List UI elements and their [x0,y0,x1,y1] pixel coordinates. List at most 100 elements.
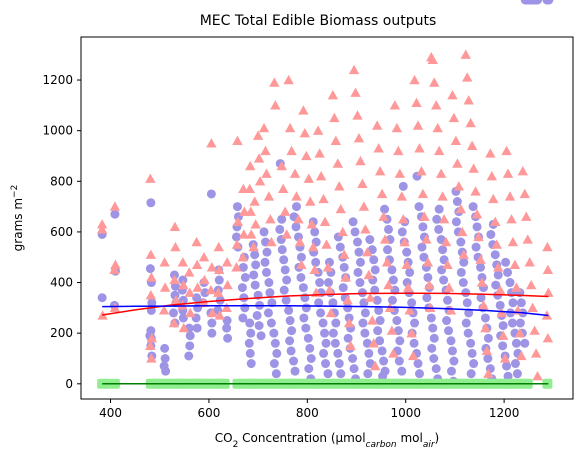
data-point [301,323,311,333]
data-point [389,100,401,110]
data-point [293,214,304,224]
data-point [410,318,420,328]
data-point [456,237,466,247]
data-point [515,318,525,328]
data-point [516,350,527,361]
data-point [510,359,520,369]
data-point [323,278,333,288]
data-point [245,318,255,328]
data-point [207,307,218,318]
data-point [291,222,301,232]
data-point [146,353,157,363]
data-point [455,203,467,214]
data-point [460,49,471,59]
data-point [280,265,290,275]
data-point [349,364,359,374]
data-point [509,259,521,269]
data-point [332,158,344,168]
data-point [498,341,508,351]
data-point [542,264,554,275]
data-point [245,160,256,171]
data-point [387,295,397,305]
data-point [271,369,281,379]
data-point [146,272,157,282]
data-point [238,313,248,323]
data-point [96,224,108,234]
data-point [427,343,437,353]
data-point [199,274,210,285]
data-point [170,295,182,305]
data-point [542,333,554,343]
data-point [232,135,243,145]
data-point [250,219,261,229]
data-point [110,209,120,219]
data-point [337,226,348,237]
data-point [191,236,202,247]
data-point [503,267,513,277]
data-point [461,318,471,328]
data-point [338,283,348,293]
data-point [258,122,270,133]
x-tick-label: 800 [296,406,319,420]
data-point [524,257,535,267]
data-point [301,150,312,161]
data-point [355,278,365,288]
data-point [481,345,493,356]
data-point [348,217,358,227]
data-point [483,353,493,363]
data-point [213,287,224,297]
data-point [310,227,320,237]
data-point [335,203,346,214]
data-point [402,282,414,292]
data-point [418,222,428,232]
data-point [363,269,375,280]
data-point [440,236,452,247]
plot-frame [80,36,574,400]
data-point [475,254,486,264]
data-point [512,369,522,379]
data-point [532,371,543,381]
data-point [514,327,526,338]
data-point [511,338,521,348]
data-point [383,279,394,290]
data-point [353,267,363,277]
data-point [339,262,349,272]
x-tick-label: 600 [197,406,220,420]
data-point [192,323,202,333]
data-point [486,229,496,239]
data-point [419,252,429,262]
data-point [178,279,189,290]
data-point [422,257,434,267]
data-point [357,288,367,298]
data-point [451,217,461,227]
data-point [299,127,311,138]
data-point [222,323,232,333]
data-point [318,193,329,204]
data-point [446,336,456,346]
data-point [198,252,210,262]
data-point [368,338,379,348]
data-point [527,302,538,313]
data-point [244,183,255,194]
data-point [444,326,454,336]
data-point [301,303,311,313]
data-point [488,193,499,204]
data-point [504,191,516,201]
data-point [373,326,383,336]
data-point [371,120,383,130]
data-point [384,224,393,234]
data-point [170,241,181,252]
data-point [369,255,379,265]
data-point [501,257,511,267]
data-point [522,234,533,244]
data-point [306,219,317,229]
data-point [352,110,363,120]
data-point [333,348,343,358]
data-point [286,346,296,356]
data-point [442,316,452,326]
data-point [429,333,439,343]
data-point [291,202,301,212]
data-point [375,316,385,326]
data-point [304,364,314,374]
